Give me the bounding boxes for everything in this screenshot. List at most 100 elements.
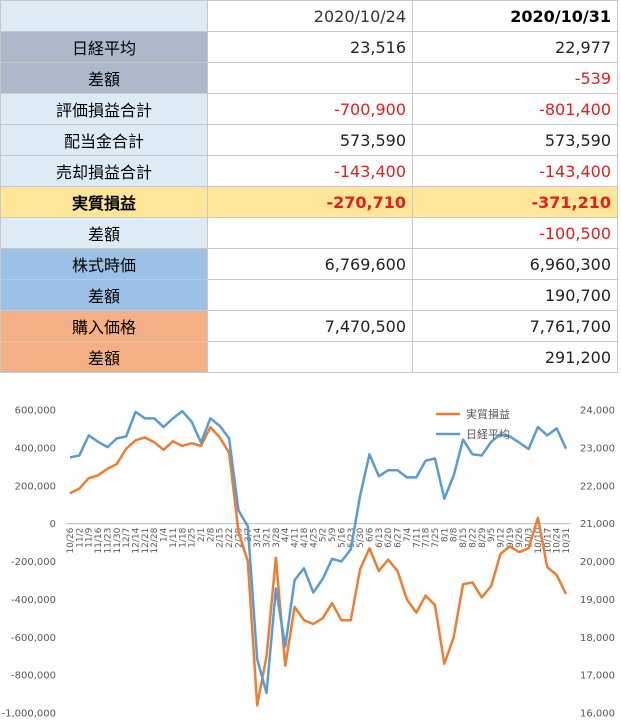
x-tick-label: 11/9 [85, 527, 95, 547]
table-row: 差額 190,700 [0, 279, 618, 311]
x-tick-label: 5/9 [328, 527, 338, 542]
x-tick-label: 3/21 [263, 528, 273, 548]
x-tick-label: 9/26 [515, 527, 525, 547]
header-cell [0, 0, 208, 32]
cell [207, 341, 413, 373]
x-tick-label: 11/30 [113, 527, 123, 553]
cell [207, 217, 413, 249]
summary-table: 2020/10/24 2020/10/31 日経平均 23,516 22,977 差額 -5… [0, 0, 618, 373]
y-tick-label: -400,000 [11, 595, 56, 606]
x-tick-label: 8/22 [468, 528, 478, 548]
cell: 7,761,700 [412, 310, 618, 342]
legend-label: 実質損益 [466, 407, 510, 421]
x-tick-label: 4/25 [309, 528, 319, 548]
table-row: 評価損益合計 -700,900 -801,400 [0, 93, 618, 125]
x-tick-label: 12/14 [132, 527, 142, 553]
y-tick-label: 600,000 [15, 406, 56, 417]
x-tick-label: 12/7 [122, 528, 132, 548]
row-label: 配当金合計 [0, 124, 208, 156]
x-tick-label: 10/10 [534, 527, 544, 553]
cell: -270,710 [207, 186, 413, 218]
table-row: 差額 291,200 [0, 341, 618, 373]
cell: 291,200 [412, 341, 618, 373]
x-tick-label: 9/5 [487, 528, 497, 542]
chart: -1,000,000 -800,000 -600,000 -400,000 -200,0… [1, 406, 615, 720]
y-tick-label: 0 [50, 519, 56, 530]
y2-tick-label: 22,000 [580, 481, 615, 492]
cell: -700,900 [207, 93, 413, 125]
x-tick-label: 11/2 [75, 528, 85, 548]
x-tick-label: 10/24 [553, 527, 563, 553]
x-tick-label: 7/25 [431, 528, 441, 548]
series-line [69, 425, 568, 707]
header-cell: 2020/10/31 [412, 0, 618, 32]
cell: 23,516 [207, 31, 413, 63]
cell: 6,960,300 [412, 248, 618, 280]
y-tick-label: -600,000 [11, 633, 56, 644]
cell [207, 62, 413, 94]
x-tick-label: 6/6 [365, 527, 375, 542]
x-tick-label: 2/1 [197, 528, 207, 542]
x-tick-label: 8/29 [478, 527, 488, 547]
cell: -100,500 [412, 217, 618, 249]
row-label: 差額 [0, 279, 208, 311]
cell: 22,977 [412, 31, 618, 63]
header-row: 2020/10/24 2020/10/31 [0, 0, 618, 32]
table-row: 株式時価 6,769,600 6,960,300 [0, 248, 618, 280]
y2-tick-label: 21,000 [580, 519, 615, 530]
x-tick-label: 7/18 [422, 527, 432, 547]
cell: -539 [412, 62, 618, 94]
row-label: 差額 [0, 341, 208, 373]
x-tick-label: 8/1 [440, 528, 450, 542]
row-label: 差額 [0, 62, 208, 94]
y-tick-label: -1,000,000 [1, 709, 56, 720]
x-tick-label: 9/19 [506, 527, 516, 547]
header-cell: 2020/10/24 [207, 0, 413, 32]
row-label: 評価損益合計 [0, 93, 208, 125]
x-tick-label: 10/26 [66, 527, 76, 553]
table-row: 売却損益合計 -143,400 -143,400 [0, 155, 618, 187]
cell: 7,470,500 [207, 310, 413, 342]
row-label: 実質損益 [0, 186, 208, 218]
x-tick-label: 1/11 [169, 528, 179, 548]
cell: 6,769,600 [207, 248, 413, 280]
y-tick-label: 400,000 [15, 443, 56, 454]
legend-label: 日経平均 [466, 428, 510, 441]
row-label: 差額 [0, 217, 208, 249]
x-tick-label: 3/14 [253, 527, 263, 547]
x-tick-label: 11/23 [103, 528, 113, 554]
x-tick-label: 4/11 [291, 528, 301, 548]
x-tick-label: 5/30 [356, 527, 366, 547]
x-tick-label: 7/11 [412, 528, 422, 548]
x-tick-label: 10/3 [525, 528, 535, 548]
y2-tick-label: 19,000 [580, 595, 615, 606]
x-tick-label: 1/4 [160, 527, 170, 542]
table-row: 差額 -539 [0, 62, 618, 94]
y2-tick-label: 18,000 [580, 633, 615, 644]
table-row: 配当金合計 573,590 573,590 [0, 124, 618, 156]
x-tick-label: 1/25 [188, 528, 198, 548]
y-tick-label: -200,000 [11, 557, 56, 568]
cell: 190,700 [412, 279, 618, 311]
row-label: 売却損益合計 [0, 155, 208, 187]
x-tick-label: 8/8 [450, 527, 460, 542]
x-tick-label: 2/8 [206, 527, 216, 542]
x-tick-label: 10/17 [543, 528, 553, 554]
x-tick-label: 10/31 [562, 528, 572, 554]
cell: 573,590 [412, 124, 618, 156]
cell: -801,400 [412, 93, 618, 125]
table-row: 差額 -100,500 [0, 217, 618, 249]
row-label: 日経平均 [0, 31, 208, 63]
cell: -371,210 [412, 186, 618, 218]
table-row: 購入価格 7,470,500 7,761,700 [0, 310, 618, 342]
x-tick-label: 6/13 [375, 528, 385, 548]
y-tick-label: -800,000 [11, 671, 56, 682]
row-label: 株式時価 [0, 248, 208, 280]
x-tick-label: 2/15 [216, 528, 226, 548]
x-tick-label: 4/4 [281, 527, 291, 542]
y2-tick-label: 24,000 [580, 406, 615, 417]
y2-tick-label: 16,000 [580, 709, 615, 720]
x-tick-label: 11/16 [94, 527, 104, 553]
x-tick-label: 9/12 [496, 528, 506, 548]
